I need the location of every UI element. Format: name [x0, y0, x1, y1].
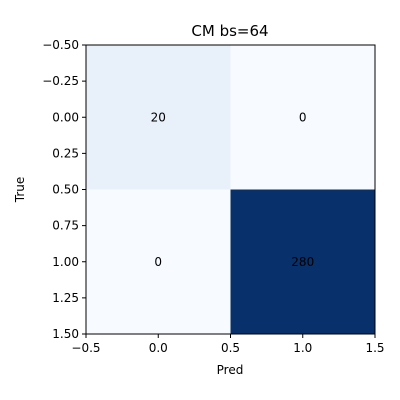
y-tick-label: 1.25 [52, 291, 79, 305]
cell-value-label-1-1: 280 [291, 255, 314, 269]
x-tick-label: 0.0 [149, 341, 168, 355]
x-tick-label: 1.5 [365, 341, 384, 355]
chart-title: CM bs=64 [191, 22, 268, 40]
y-tick-label: 0.50 [52, 183, 79, 197]
x-axis: −0.5 0.0 0.5 1.0 1.5 [71, 334, 384, 355]
y-axis-label: True [13, 177, 27, 204]
y-tick-label: 1.00 [52, 255, 79, 269]
y-tick-label: 0.00 [52, 110, 79, 124]
cell-value-label-0-0: 20 [151, 110, 166, 124]
x-tick-label: 1.0 [293, 341, 312, 355]
y-tick-label: −0.25 [42, 74, 79, 88]
y-tick-label: 0.75 [52, 219, 79, 233]
y-tick-label: 1.50 [52, 327, 79, 341]
heatmap-cells [86, 45, 375, 334]
y-tick-label: 0.25 [52, 146, 79, 160]
chart-title-group: CM bs=64 [191, 22, 268, 40]
x-tick-label: −0.5 [71, 341, 100, 355]
cell-value-label-1-0: 0 [154, 255, 162, 269]
cell-value-label-0-1: 0 [299, 110, 307, 124]
x-axis-label: Pred [217, 363, 244, 377]
y-tick-label: −0.50 [42, 38, 79, 52]
x-tick-label: 0.5 [221, 341, 240, 355]
y-axis: −0.50 −0.25 0.00 0.25 0.50 0.75 1.00 1.25 1.50 [42, 38, 86, 341]
